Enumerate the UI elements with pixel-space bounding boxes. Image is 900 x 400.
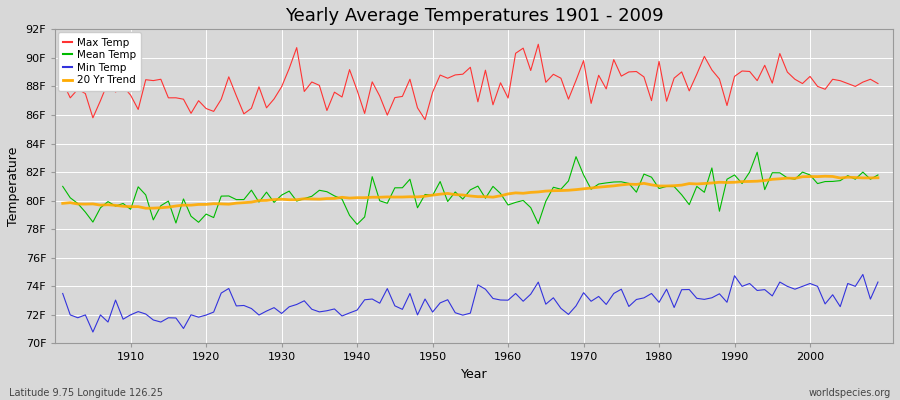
Title: Yearly Average Temperatures 1901 - 2009: Yearly Average Temperatures 1901 - 2009 [284,7,663,25]
Text: Latitude 9.75 Longitude 126.25: Latitude 9.75 Longitude 126.25 [9,388,163,398]
X-axis label: Year: Year [461,368,488,381]
Text: worldspecies.org: worldspecies.org [809,388,891,398]
Legend: Max Temp, Mean Temp, Min Temp, 20 Yr Trend: Max Temp, Mean Temp, Min Temp, 20 Yr Tre… [58,32,141,91]
Y-axis label: Temperature: Temperature [7,147,20,226]
